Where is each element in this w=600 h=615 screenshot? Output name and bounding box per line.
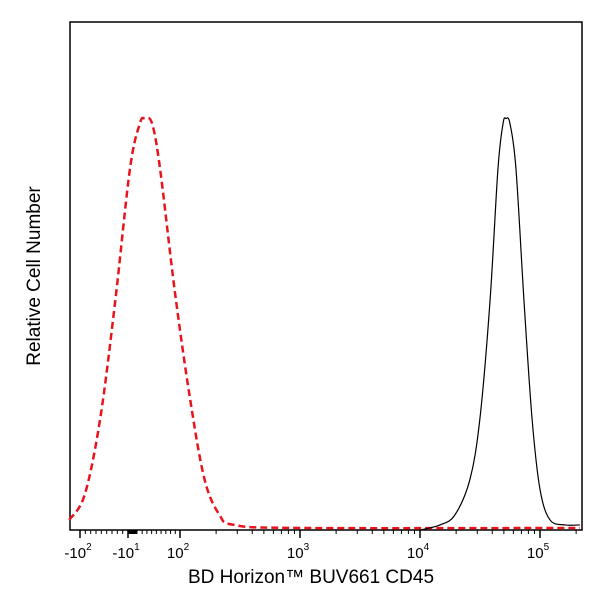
x-tick-label: -102 — [64, 542, 92, 562]
x-tick-label: -101 — [112, 542, 140, 562]
x-tick-label: 104 — [407, 542, 430, 562]
x-tick-label: 103 — [287, 542, 310, 562]
x-axis-title: BD Horizon™ BUV661 CD45 — [188, 567, 434, 588]
y-axis-title: Relative Cell Number — [24, 186, 45, 366]
x-tick-label: 105 — [527, 542, 550, 562]
histogram-curve-solid-black — [419, 117, 580, 531]
histogram-curve-dashed-red — [68, 116, 580, 530]
x-tick-label: 102 — [167, 542, 190, 562]
plot-frame — [69, 21, 583, 531]
